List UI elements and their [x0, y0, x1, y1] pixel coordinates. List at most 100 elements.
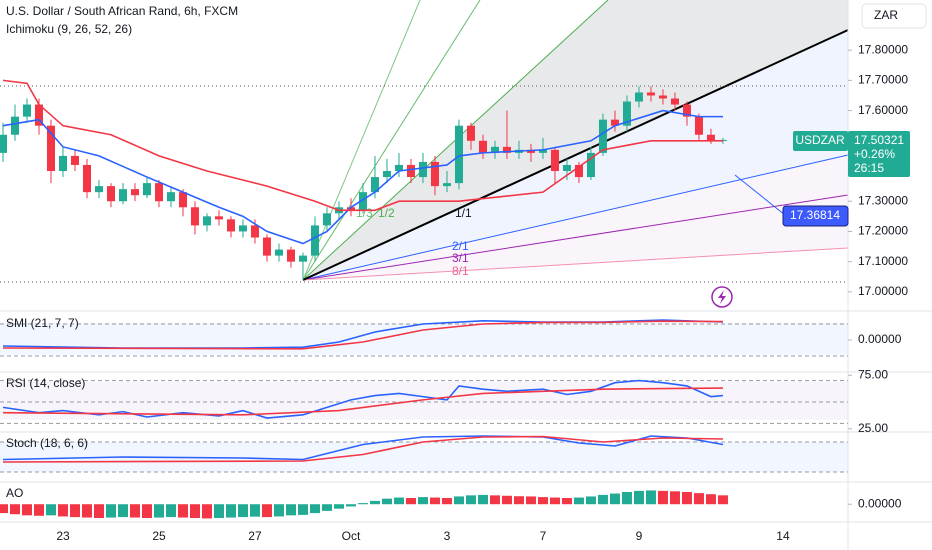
- bar: [225, 504, 236, 518]
- x-tick-label: 23: [56, 529, 70, 543]
- candle-body: [670, 98, 679, 105]
- candle-body: [418, 161, 427, 178]
- band: [0, 323, 848, 355]
- bar: [9, 504, 20, 515]
- candle-body: [406, 164, 415, 178]
- bar: [717, 495, 728, 505]
- candle-body: [610, 119, 619, 126]
- fan-line: [302, 194, 849, 281]
- candle-body: [694, 116, 703, 135]
- x-tick-label: 27: [248, 529, 262, 543]
- candle-body: [46, 125, 55, 172]
- bar: [693, 493, 704, 505]
- alert-bolt[interactable]: [718, 290, 726, 304]
- currency[interactable]: ZAR: [874, 8, 898, 22]
- bar: [213, 504, 224, 518]
- candle-body: [598, 119, 607, 153]
- bar: [357, 503, 368, 505]
- overlay: U.S. Dollar / South African Rand, 6h, FX…: [6, 3, 927, 308]
- x-tick-label: 14: [776, 529, 790, 543]
- bar: [237, 504, 248, 518]
- bar: [249, 504, 260, 517]
- candle-body: [502, 146, 511, 153]
- chart-title: U.S. Dollar / South African Rand, 6h, FX…: [6, 4, 238, 18]
- bar: [321, 504, 332, 511]
- ray: [734, 174, 786, 216]
- bar: [585, 496, 596, 505]
- candle-body: [202, 216, 211, 226]
- bar: [57, 504, 68, 517]
- candle-body: [82, 164, 91, 193]
- bar: [549, 497, 560, 505]
- candle-body: [466, 125, 475, 141]
- bar: [105, 504, 116, 518]
- fan-label: 1/2: [378, 206, 395, 220]
- indicator-line: [2, 387, 723, 416]
- bar: [177, 504, 188, 518]
- candle-body: [490, 146, 499, 153]
- candle-body: [550, 149, 559, 172]
- bar: [477, 494, 488, 505]
- fan-label: 3/1: [452, 251, 469, 265]
- bar: [309, 504, 320, 514]
- y-tick-label: 25.00: [858, 421, 888, 435]
- candle-body: [562, 164, 571, 172]
- y-tick-label: 17.70000: [858, 73, 908, 87]
- candle-body: [430, 161, 439, 187]
- candle-body: [646, 92, 655, 96]
- candle-body: [190, 207, 199, 226]
- candle-body: [382, 171, 391, 178]
- candle-body: [394, 164, 403, 172]
- bar: [381, 498, 392, 505]
- drawing-price: 17.36814: [790, 208, 840, 222]
- pane-title: AO: [6, 486, 23, 500]
- bar: [669, 491, 680, 505]
- candle-body: [142, 183, 151, 196]
- bar: [609, 493, 620, 505]
- x-tick-label: 9: [636, 529, 643, 543]
- bar: [393, 497, 404, 505]
- fan-line: [302, 154, 849, 281]
- x-tick-label: 25: [152, 529, 166, 543]
- candle-body: [118, 189, 127, 202]
- x-tick-label: Oct: [342, 529, 361, 543]
- y-tick-label: 17.60000: [858, 103, 908, 117]
- y-tick-label: 17.80000: [858, 42, 908, 56]
- bar: [573, 497, 584, 505]
- indicator-title: Ichimoku (9, 26, 52, 26): [6, 22, 132, 36]
- candle-body: [370, 177, 379, 193]
- bar: [453, 496, 464, 505]
- indicator-line: [2, 320, 723, 350]
- bar: [117, 504, 128, 518]
- candle-body: [22, 104, 31, 117]
- candle-body: [622, 101, 631, 126]
- candle-body: [34, 104, 43, 126]
- bar: [621, 492, 632, 505]
- candle-body: [214, 216, 223, 220]
- candle-body: [70, 155, 79, 165]
- bar: [273, 504, 284, 517]
- candle-body: [538, 149, 547, 153]
- bar: [417, 497, 428, 505]
- indicator-line: [2, 435, 724, 461]
- candle-body: [0, 134, 7, 153]
- candle-body: [274, 249, 283, 256]
- candle-body: [682, 104, 691, 117]
- y-tick-label: 0.00000: [858, 496, 902, 510]
- candle-body: [226, 219, 235, 232]
- candle-body: [262, 237, 271, 256]
- fan-label: 8/1: [452, 264, 469, 278]
- bar: [261, 504, 272, 518]
- candle-body: [238, 225, 247, 232]
- currency-button[interactable]: [861, 3, 927, 29]
- bar: [501, 495, 512, 505]
- countdown: 26:15: [854, 161, 884, 175]
- pane-title: SMI (21, 7, 7): [6, 316, 79, 330]
- bar: [297, 504, 308, 515]
- bar: [93, 504, 104, 518]
- fan-line: [302, 247, 849, 281]
- bar: [333, 504, 344, 509]
- bar: [0, 504, 8, 514]
- price: 17.50321: [854, 133, 904, 147]
